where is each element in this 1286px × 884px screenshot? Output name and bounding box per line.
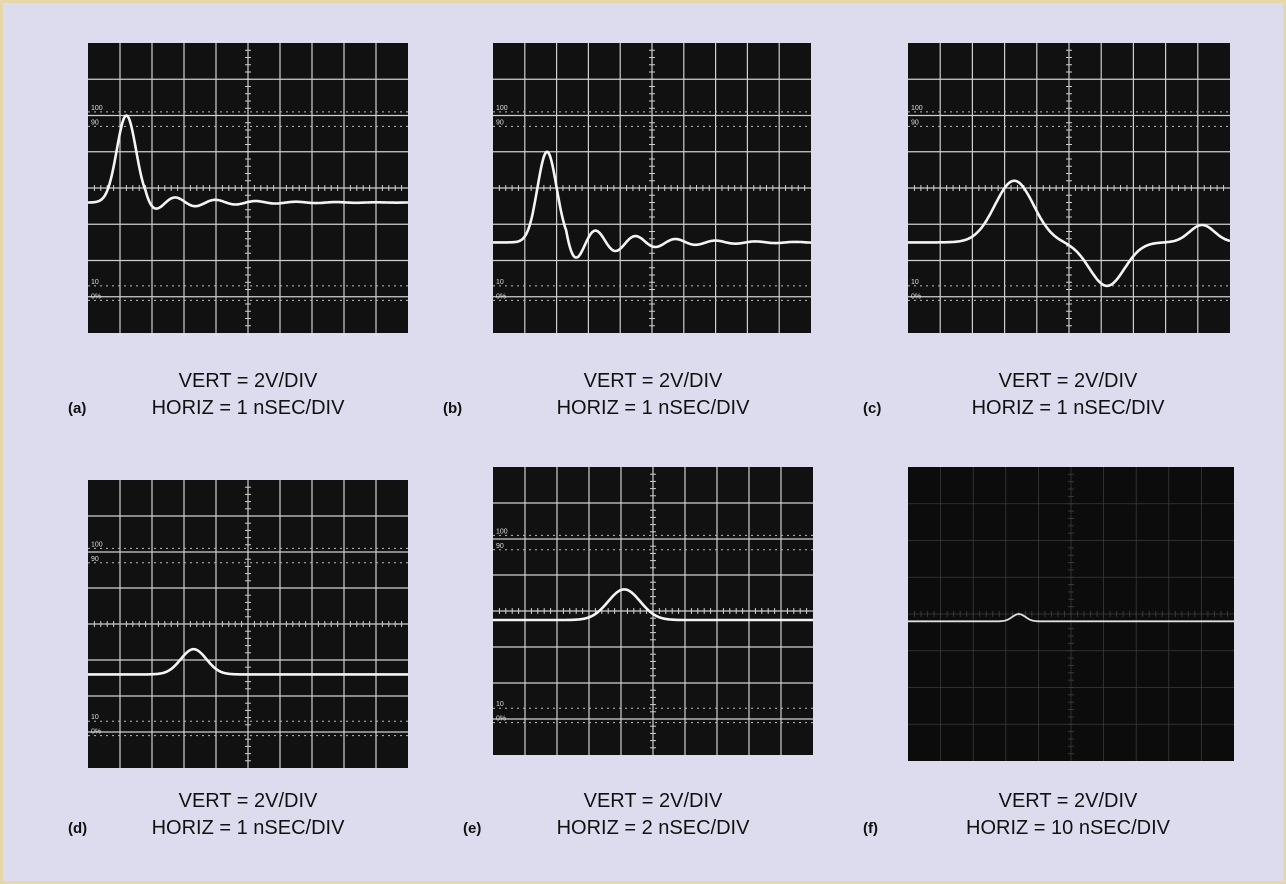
panel-label: (b) xyxy=(443,400,463,417)
trace xyxy=(908,613,1234,623)
caption-vert: VERT = 2V/DIV xyxy=(998,370,1138,392)
scale-label: 10 xyxy=(496,701,504,708)
panel-label: (c) xyxy=(863,400,882,417)
trace xyxy=(493,588,813,622)
scope-screen xyxy=(908,467,1234,761)
caption-horiz: HORIZ = 2 nSEC/DIV xyxy=(556,817,750,839)
scale-label: 10 xyxy=(91,714,99,721)
caption-horiz: HORIZ = 1 nSEC/DIV xyxy=(556,397,750,419)
scale-label: 100 xyxy=(91,541,103,548)
scope-screen: 100 90 10 0% xyxy=(88,480,408,768)
caption-vert: VERT = 2V/DIV xyxy=(178,370,318,392)
scale-label: 90 xyxy=(496,119,504,126)
caption-horiz: HORIZ = 1 nSEC/DIV xyxy=(151,397,345,419)
scale-label: 90 xyxy=(91,119,99,126)
scale-label: 10 xyxy=(496,279,504,286)
caption-vert: VERT = 2V/DIV xyxy=(583,370,723,392)
scale-label: 90 xyxy=(91,556,99,563)
scale-label: 0% xyxy=(91,293,101,300)
scale-label: 90 xyxy=(911,119,919,126)
scope-screen: 100 90 10 0% xyxy=(493,43,811,333)
caption-vert: VERT = 2V/DIV xyxy=(178,790,318,812)
scope-screen: 100 90 10 0% xyxy=(908,43,1230,333)
trace xyxy=(493,150,811,259)
panel-label: (f) xyxy=(863,820,878,837)
scale-label: 0% xyxy=(496,293,506,300)
scale-label: 100 xyxy=(496,105,508,112)
panel-label: (a) xyxy=(68,400,87,417)
scale-label: 100 xyxy=(91,105,103,112)
caption-horiz: HORIZ = 1 nSEC/DIV xyxy=(971,397,1165,419)
scale-label: 100 xyxy=(911,105,923,112)
trace xyxy=(88,647,408,676)
scale-label: 10 xyxy=(911,279,919,286)
scope-screen: 100 90 10 0% xyxy=(493,467,813,755)
scale-label: 0% xyxy=(91,729,101,736)
caption-vert: VERT = 2V/DIV xyxy=(583,790,723,812)
panel-label: (e) xyxy=(463,820,482,837)
panel-label: (d) xyxy=(68,820,88,837)
scale-label: 90 xyxy=(496,543,504,550)
scope-screen: 100 90 10 0% xyxy=(88,43,408,333)
trace xyxy=(908,179,1230,288)
caption-vert: VERT = 2V/DIV xyxy=(998,790,1138,812)
scale-label: 10 xyxy=(91,279,99,286)
trace xyxy=(88,114,408,210)
scale-label: 0% xyxy=(496,716,506,723)
caption-horiz: HORIZ = 10 nSEC/DIV xyxy=(966,817,1170,839)
scale-label: 0% xyxy=(911,293,921,300)
caption-horiz: HORIZ = 1 nSEC/DIV xyxy=(151,817,345,839)
scale-label: 100 xyxy=(496,528,508,535)
